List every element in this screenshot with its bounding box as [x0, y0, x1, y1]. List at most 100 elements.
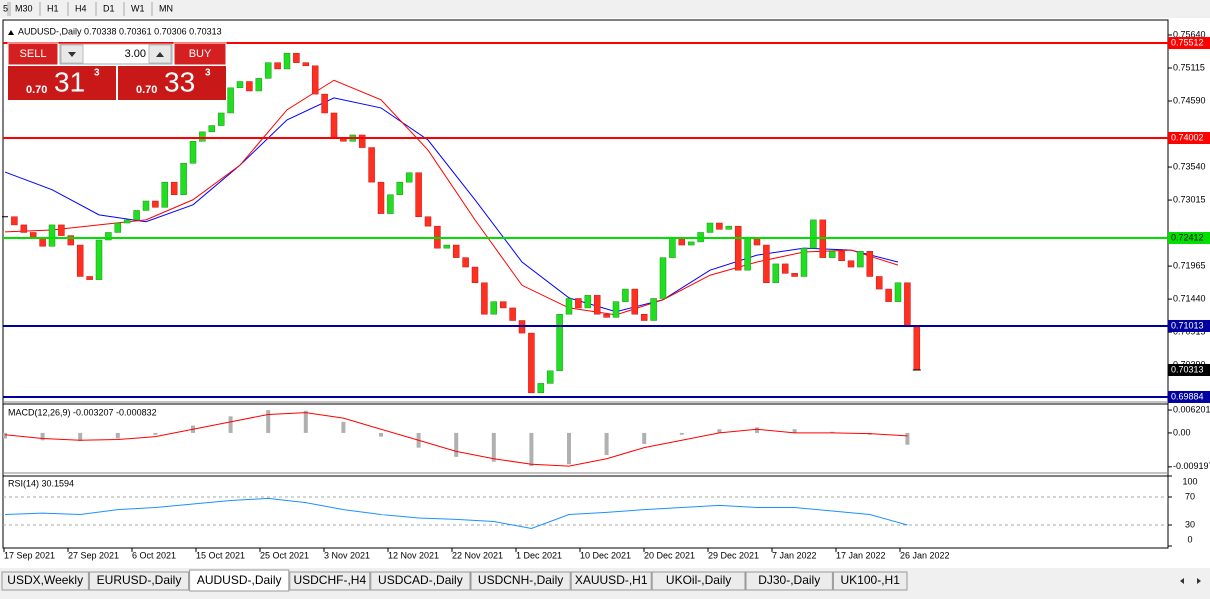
macd-bar	[755, 427, 759, 433]
macd-bar	[792, 429, 797, 433]
x-tick-label: 26 Jan 2022	[900, 550, 950, 560]
candle	[471, 266, 479, 284]
candle	[396, 181, 404, 195]
candle	[828, 251, 836, 258]
bid-box[interactable]	[8, 66, 116, 100]
x-tick-label: 22 Nov 2021	[452, 550, 503, 560]
tab-label: AUDUSD-,Daily	[197, 573, 282, 587]
candle	[687, 241, 695, 246]
candle	[800, 247, 808, 277]
candle	[20, 224, 28, 233]
candle	[678, 238, 686, 246]
candle	[462, 257, 469, 268]
candle	[659, 257, 667, 299]
y-tick-label: 30	[1185, 519, 1195, 529]
macd-bar	[379, 432, 383, 437]
timeframe-button[interactable]: D1	[103, 3, 115, 13]
candle	[142, 200, 150, 211]
macd-signal	[4, 412, 908, 467]
sell-button[interactable]	[7, 42, 59, 66]
tab[interactable]	[88, 571, 190, 591]
timeframe-button[interactable]: M30	[15, 3, 33, 13]
tab[interactable]	[832, 571, 908, 591]
candle	[405, 172, 413, 183]
candle	[734, 225, 742, 271]
timeframe-button[interactable]: 5	[3, 3, 8, 13]
x-tick-label: 29 Dec 2021	[708, 550, 759, 560]
candle	[622, 288, 629, 302]
candle	[866, 251, 874, 277]
collapse-icon[interactable]	[8, 30, 14, 35]
candle	[58, 224, 65, 236]
x-tick-label: 3 Nov 2021	[324, 550, 370, 560]
candle	[763, 244, 770, 284]
tab[interactable]	[370, 571, 471, 591]
candle	[86, 276, 93, 280]
candle	[452, 244, 460, 258]
candle	[264, 62, 272, 79]
candle	[199, 131, 206, 142]
level-tag	[1168, 390, 1210, 403]
tab[interactable]	[570, 571, 652, 591]
candle	[490, 301, 498, 315]
level-tag	[1168, 131, 1210, 144]
tab-scroll-right[interactable]	[1197, 578, 1201, 584]
candle	[133, 210, 140, 221]
x-tick-label: 7 Jan 2022	[772, 550, 817, 560]
candle	[810, 219, 817, 249]
bid-pip: 3	[94, 68, 100, 79]
candle	[152, 200, 159, 208]
lot-input[interactable]	[59, 43, 173, 65]
candle	[546, 370, 554, 384]
y-tick-label: 0.00	[1173, 427, 1191, 437]
level-tag	[1168, 319, 1210, 332]
ask-box[interactable]	[118, 66, 226, 100]
macd-bar	[115, 432, 120, 439]
macd-title: MACD(12,26,9) -0.003207 -0.000832	[8, 407, 157, 417]
level-label: 0.71013	[1171, 320, 1204, 330]
rsi-line	[4, 497, 908, 530]
tab[interactable]	[470, 571, 571, 591]
y-tick-label: -0.009197	[1173, 461, 1210, 471]
macd-bar	[604, 432, 609, 456]
candle	[227, 87, 234, 114]
tab-scroll-left[interactable]	[1180, 578, 1184, 584]
ask-big: 33	[164, 66, 195, 97]
macd-bar	[529, 432, 534, 467]
timeframe-button[interactable]: W1	[131, 3, 145, 13]
candle	[368, 147, 375, 183]
candle	[631, 288, 639, 315]
tab[interactable]	[289, 571, 371, 591]
timeframe-button[interactable]: H4	[75, 3, 87, 13]
tab[interactable]	[745, 571, 833, 591]
macd-bar	[679, 432, 684, 435]
candle	[744, 238, 751, 271]
tab[interactable]	[189, 569, 290, 592]
tab[interactable]	[651, 571, 746, 591]
tab[interactable]	[1, 571, 89, 591]
macd-bar	[717, 429, 722, 433]
level-label: 0.75512	[1171, 37, 1204, 47]
candle	[208, 125, 216, 133]
candle	[772, 263, 780, 284]
timeframe-button[interactable]: MN	[159, 3, 173, 13]
buy-button[interactable]	[173, 42, 227, 66]
x-tick-label: 12 Nov 2021	[388, 550, 439, 560]
x-tick-label: 20 Dec 2021	[644, 550, 695, 560]
toolbar-bg	[0, 0, 1210, 18]
candle	[857, 251, 864, 268]
candle	[48, 224, 56, 247]
price-label: 0.70313	[1171, 364, 1204, 374]
macd-bar	[454, 432, 459, 457]
y-tick-label: 100	[1182, 476, 1197, 486]
x-tick-label: 6 Oct 2021	[132, 550, 176, 560]
timeframe-button[interactable]: H1	[47, 3, 59, 13]
candle	[321, 93, 328, 114]
candle	[575, 298, 582, 309]
tab-label: UKOil-,Daily	[666, 573, 731, 587]
x-tick-label: 15 Oct 2021	[196, 550, 245, 560]
candle	[189, 141, 197, 164]
macd-bar	[642, 432, 647, 444]
candle	[509, 307, 516, 321]
macd-bar	[341, 421, 346, 433]
